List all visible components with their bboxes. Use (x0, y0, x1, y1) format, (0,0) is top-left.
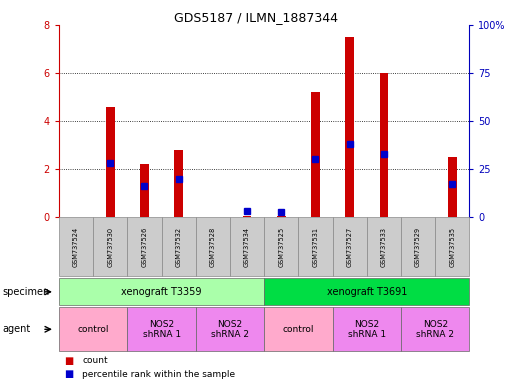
Bar (311, 92, 320, 217)
Text: count: count (82, 356, 108, 365)
Bar (106, 107, 114, 217)
Text: control: control (283, 325, 314, 334)
Text: NOS2
shRNA 2: NOS2 shRNA 2 (416, 319, 454, 339)
Text: percentile rank within the sample: percentile rank within the sample (82, 370, 235, 379)
Text: xenograft T3359: xenograft T3359 (122, 287, 202, 297)
Text: GSM737535: GSM737535 (449, 227, 456, 267)
Text: GDS5187 / ILMN_1887344: GDS5187 / ILMN_1887344 (174, 12, 339, 25)
Text: xenograft T3691: xenograft T3691 (327, 287, 407, 297)
Text: GSM737534: GSM737534 (244, 227, 250, 267)
Text: GSM737531: GSM737531 (312, 227, 319, 267)
Text: GSM737532: GSM737532 (175, 227, 182, 267)
Text: NOS2
shRNA 2: NOS2 shRNA 2 (211, 319, 249, 339)
Text: agent: agent (3, 324, 31, 334)
Text: NOS2
shRNA 1: NOS2 shRNA 1 (348, 319, 386, 339)
Bar (345, 37, 354, 217)
Bar (174, 150, 183, 217)
Text: ■: ■ (64, 369, 73, 379)
Text: GSM737525: GSM737525 (278, 227, 284, 267)
Text: GSM737524: GSM737524 (73, 227, 79, 267)
Text: GSM737526: GSM737526 (142, 227, 148, 267)
Text: specimen: specimen (3, 287, 50, 297)
Text: GSM737530: GSM737530 (107, 227, 113, 267)
Bar (277, 216, 286, 217)
Text: NOS2
shRNA 1: NOS2 shRNA 1 (143, 319, 181, 339)
Bar (140, 164, 149, 217)
Text: ■: ■ (64, 356, 73, 366)
Text: GSM737528: GSM737528 (210, 227, 216, 267)
Bar (243, 216, 251, 217)
Text: GSM737533: GSM737533 (381, 227, 387, 267)
Bar (448, 157, 457, 217)
Text: GSM737529: GSM737529 (415, 227, 421, 267)
Text: GSM737527: GSM737527 (347, 227, 353, 267)
Bar (380, 73, 388, 217)
Text: control: control (77, 325, 109, 334)
